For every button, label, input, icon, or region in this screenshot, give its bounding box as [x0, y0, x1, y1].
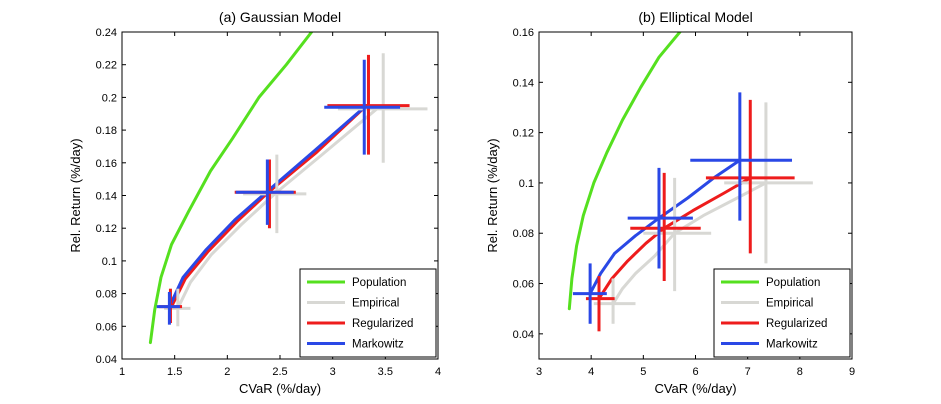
y-tick-label: 0.06 [513, 279, 534, 291]
x-tick-label: 2 [224, 366, 230, 378]
error-cross-markowitz-2 [235, 159, 294, 225]
error-cross-regularized-2 [630, 172, 701, 282]
x-tick-label: 4 [435, 366, 441, 378]
chart-title: (a) Gaussian Model [219, 9, 341, 25]
error-cross-markowitz-1 [156, 291, 180, 325]
y-tick-label: 0.08 [513, 228, 534, 240]
x-tick-label: 5 [640, 366, 646, 378]
series-line-markowitz [167, 105, 366, 309]
x-axis-label: CVaR (%/day) [239, 381, 321, 396]
y-tick-label: 0.08 [96, 289, 117, 301]
series-line-regularized [170, 104, 368, 309]
error-cross-regularized-3 [705, 99, 795, 254]
error-cross-markowitz-1 [572, 263, 607, 324]
x-tick-label: 1 [119, 366, 125, 378]
legend: Population Empirical Regularized Markowitz [713, 268, 851, 358]
legend-label-population: Population [766, 277, 820, 289]
y-tick-label: 0.12 [513, 128, 534, 140]
plot-content [567, 32, 813, 332]
y-tick-label: 0.16 [513, 27, 534, 39]
x-tick-label: 3.5 [378, 366, 393, 378]
chart-title: (b) Elliptical Model [638, 9, 752, 25]
y-tick-label: 0.2 [102, 92, 117, 104]
x-axis-label: CVaR (%/day) [654, 381, 736, 396]
x-tick-label: 6 [692, 366, 698, 378]
series-line-population [148, 32, 314, 345]
y-tick-label: 0.04 [96, 354, 117, 366]
x-tick-label: 2.5 [272, 366, 287, 378]
y-tick-label: 0.04 [513, 329, 534, 341]
y-tick-label: 0.1 [519, 178, 534, 190]
error-cross-empirical-2 [243, 154, 307, 234]
chart-panel-1: 1 1.5 2 2.5 3 3.5 4 0.04 0.06 0.08 0.1 0.12 0.14 0.16… [68, 9, 441, 396]
x-tick-label: 9 [849, 366, 855, 378]
error-cross-regularized-3 [327, 54, 410, 155]
legend-label-empirical: Empirical [352, 298, 399, 310]
plot-content [148, 32, 428, 345]
y-tick-label: 0.24 [96, 27, 117, 39]
legend-label-markowitz: Markowitz [766, 339, 818, 351]
series-line-empirical [176, 107, 379, 310]
legend-label-empirical: Empirical [766, 298, 813, 310]
series-line-regularized [597, 176, 752, 301]
y-axis-label: Rel. Return (%/day) [68, 138, 83, 252]
series-line-population [567, 32, 682, 311]
y-tick-label: 0.16 [96, 158, 117, 170]
error-cross-markowitz-2 [627, 167, 693, 269]
x-tick-label: 8 [797, 366, 803, 378]
legend-label-markowitz: Markowitz [352, 339, 404, 351]
y-tick-label: 0.14 [96, 191, 117, 203]
x-tick-label: 3 [536, 366, 542, 378]
chart-panel-2: 3 4 5 6 7 8 9 0.04 0.06 0.08 0.1 0.12 0.14 0.16 (b) El… [485, 9, 855, 396]
y-axis-label: Rel. Return (%/day) [485, 138, 500, 252]
legend-label-regularized: Regularized [766, 318, 827, 330]
y-tick-label: 0.18 [96, 125, 117, 137]
legend-label-regularized: Regularized [352, 318, 413, 330]
x-tick-label: 1.5 [167, 366, 182, 378]
y-tick-label: 0.06 [96, 321, 117, 333]
y-tick-label: 0.12 [96, 223, 117, 235]
y-tick-label: 0.22 [96, 60, 117, 72]
x-tick-label: 4 [588, 366, 594, 378]
error-cross-markowitz-3 [324, 59, 401, 155]
x-tick-label: 7 [745, 366, 751, 378]
x-tick-label: 3 [330, 366, 336, 378]
legend-label-population: Population [352, 277, 406, 289]
error-cross-empirical-2 [643, 177, 712, 292]
error-cross-markowitz-3 [690, 92, 793, 221]
error-cross-empirical-1 [593, 278, 636, 324]
y-tick-label: 0.14 [513, 77, 534, 89]
legend: Population Empirical Regularized Markowitz [299, 268, 437, 358]
y-tick-label: 0.1 [102, 256, 117, 268]
